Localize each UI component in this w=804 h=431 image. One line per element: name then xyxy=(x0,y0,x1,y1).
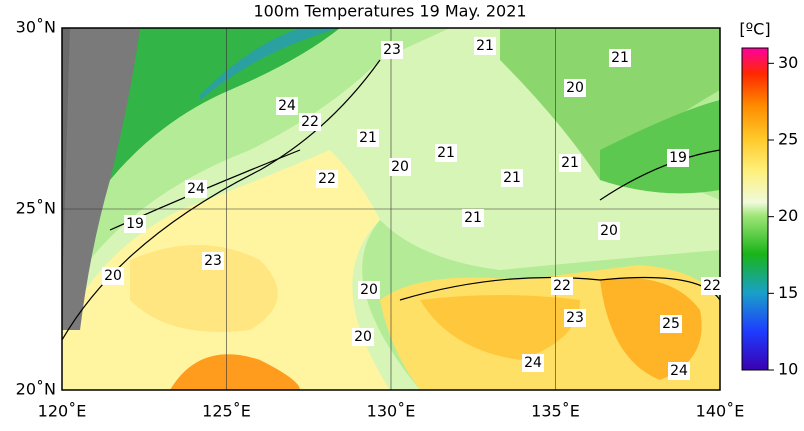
contour-label: 24 xyxy=(187,181,205,197)
contour-label-box xyxy=(389,158,411,176)
contour-label-box xyxy=(609,49,631,67)
contour-label: 20 xyxy=(104,268,122,284)
contour-label-box xyxy=(551,277,573,295)
contour-label: 22 xyxy=(301,114,319,130)
contour-label-box xyxy=(299,113,321,131)
colorbar-tick-label: 15 xyxy=(778,283,798,302)
contour-label-box xyxy=(668,362,690,380)
contour-label: 21 xyxy=(359,130,377,146)
colorbar-tick-label: 20 xyxy=(778,206,798,225)
contour-label: 21 xyxy=(611,50,629,66)
contour-label-box xyxy=(185,180,207,198)
contour-label: 23 xyxy=(566,310,584,326)
contour-label: 24 xyxy=(670,363,688,379)
colorbar-tick-label: 25 xyxy=(778,130,798,149)
x-tick-label: 120˚E xyxy=(38,402,87,421)
colorbar-label: [ºC] xyxy=(739,20,770,39)
contour-label: 21 xyxy=(464,210,482,226)
contour-label-box xyxy=(381,41,403,59)
x-tick-label: 130˚E xyxy=(367,402,416,421)
contour-label: 20 xyxy=(360,282,378,298)
contour-label-box xyxy=(435,144,457,162)
colorbar xyxy=(741,47,769,371)
contour-label: 20 xyxy=(600,223,618,239)
contour-label: 19 xyxy=(126,216,144,232)
contour-label-box xyxy=(564,309,586,327)
colorbar-tick-label: 10 xyxy=(778,360,798,379)
contour-label-box xyxy=(559,154,581,172)
contour-label-box xyxy=(357,129,379,147)
contour-label: 20 xyxy=(391,159,409,175)
contour-labels: 23 21 21 20 24 22 21 21 20 19 21 22 21 24 21 19 20 23 20 22… xyxy=(102,37,723,380)
contour-label: 21 xyxy=(437,145,455,161)
contour-label: 23 xyxy=(383,42,401,58)
contour-label-box xyxy=(352,328,374,346)
contour-label: 22 xyxy=(703,278,721,294)
contour-label-box xyxy=(598,222,620,240)
map-frame xyxy=(61,27,721,391)
contour-label-box xyxy=(124,215,146,233)
contour-label-box xyxy=(501,169,523,187)
contour-label-box xyxy=(102,267,124,285)
contour-label-box xyxy=(667,149,689,167)
contour-label-box xyxy=(660,315,682,333)
contour-label-box xyxy=(358,281,380,299)
contour-label-box xyxy=(564,79,586,97)
contour-label: 24 xyxy=(278,98,296,114)
contour-label: 19 xyxy=(669,150,687,166)
x-tick-label: 125˚E xyxy=(202,402,251,421)
x-tick-label: 140˚E xyxy=(696,402,745,421)
y-tick-label: 20˚N xyxy=(16,380,56,399)
contour-label-box xyxy=(462,209,484,227)
contour-label-box xyxy=(474,37,496,55)
contour-label: 24 xyxy=(524,355,542,371)
map-title: 100m Temperatures 19 May. 2021 xyxy=(253,2,526,21)
y-tick-label: 25˚N xyxy=(16,199,56,218)
contour-label-box xyxy=(316,170,338,188)
contour-label: 22 xyxy=(318,171,336,187)
contour-label: 21 xyxy=(476,38,494,54)
contour-label-box xyxy=(701,277,723,295)
x-tick-label: 135˚E xyxy=(531,402,580,421)
colorbar-tick-label: 30 xyxy=(778,53,798,72)
contour-label: 23 xyxy=(204,253,222,269)
contour-label-box xyxy=(202,252,224,270)
contour-label: 20 xyxy=(354,329,372,345)
contour-label-box xyxy=(276,97,298,115)
contour-label: 21 xyxy=(561,155,579,171)
contour-label: 25 xyxy=(662,316,680,332)
y-tick-label: 30˚N xyxy=(16,18,56,37)
contour-label: 22 xyxy=(553,278,571,294)
contour-label: 20 xyxy=(566,80,584,96)
contour-label: 21 xyxy=(503,170,521,186)
contour-label-box xyxy=(522,354,544,372)
